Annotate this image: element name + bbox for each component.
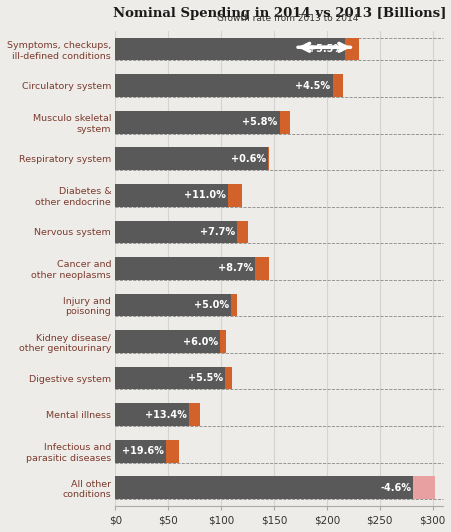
Bar xyxy=(219,330,226,353)
Text: +0.6%: +0.6% xyxy=(230,154,265,164)
Text: +5.5%: +5.5% xyxy=(307,44,342,54)
Bar xyxy=(115,477,416,499)
Bar xyxy=(225,367,231,389)
Text: -4.6%: -4.6% xyxy=(380,483,410,493)
Text: +5.8%: +5.8% xyxy=(242,117,277,127)
Title: Nominal Spending in 2014 vs 2013 [Billions]: Nominal Spending in 2014 vs 2013 [Billio… xyxy=(112,7,445,20)
Text: +4.5%: +4.5% xyxy=(295,81,330,90)
Text: +19.6%: +19.6% xyxy=(122,446,164,456)
Bar xyxy=(166,440,179,462)
Bar xyxy=(115,294,236,317)
Bar xyxy=(188,403,199,426)
Bar xyxy=(255,257,268,280)
Bar xyxy=(115,184,242,206)
Bar xyxy=(332,74,342,97)
Text: +13.4%: +13.4% xyxy=(144,410,186,420)
Text: Growth rate from 2013 to 2014: Growth rate from 2013 to 2014 xyxy=(217,14,358,23)
Bar xyxy=(115,38,358,61)
Text: +6.0%: +6.0% xyxy=(182,337,217,346)
Bar xyxy=(412,477,434,499)
Bar xyxy=(115,440,179,462)
Bar xyxy=(228,184,242,206)
Bar xyxy=(267,147,268,170)
Bar xyxy=(115,221,247,243)
Bar xyxy=(230,294,236,317)
Bar xyxy=(115,147,268,170)
Bar xyxy=(115,330,226,353)
Text: +5.0%: +5.0% xyxy=(193,300,228,310)
Text: +5.5%: +5.5% xyxy=(188,373,223,383)
Text: +7.7%: +7.7% xyxy=(200,227,235,237)
Text: +11.0%: +11.0% xyxy=(184,190,226,201)
Bar xyxy=(279,111,289,134)
Text: +8.7%: +8.7% xyxy=(217,263,253,273)
Bar xyxy=(115,257,268,280)
Bar xyxy=(115,74,342,97)
Bar xyxy=(345,38,358,61)
Bar xyxy=(115,403,199,426)
Bar xyxy=(115,111,289,134)
Bar xyxy=(237,221,247,243)
Bar xyxy=(115,367,231,389)
